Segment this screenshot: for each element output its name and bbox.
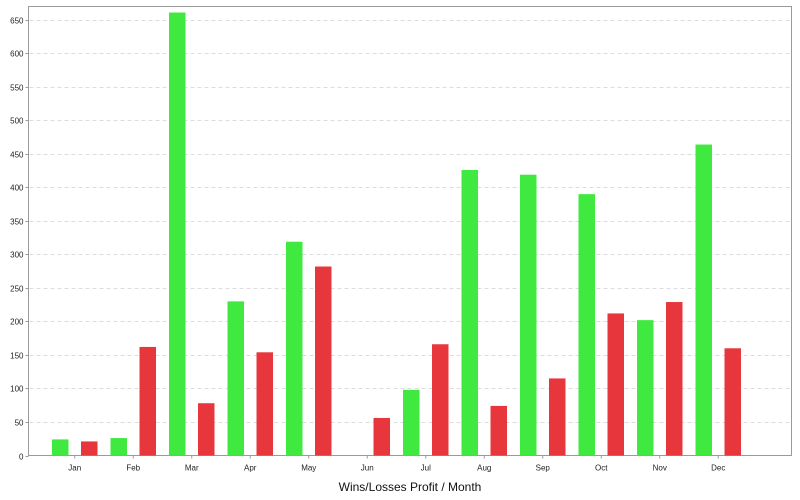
win-bar-mar (169, 12, 186, 456)
win-bar-aug (461, 170, 478, 456)
y-tick-label: 100 (10, 385, 24, 394)
loss-bar-mar (198, 403, 215, 456)
x-tick-label-may: May (301, 464, 316, 473)
y-tick-label: 400 (10, 184, 24, 193)
x-tick-label-nov: Nov (653, 464, 667, 473)
x-tick-label-jan: Jan (68, 464, 81, 473)
loss-bar-jan (81, 441, 98, 456)
x-tick-label-dec: Dec (711, 464, 725, 473)
x-axis-title: Wins/Losses Profit / Month (339, 480, 482, 494)
loss-bar-oct (607, 313, 624, 456)
y-tick-label: 600 (10, 50, 24, 59)
loss-bar-feb (139, 346, 156, 456)
x-tick-label-oct: Oct (595, 464, 608, 473)
bars (52, 12, 741, 456)
win-bar-dec (695, 144, 712, 456)
y-tick-label: 500 (10, 117, 24, 126)
win-bar-jan (52, 439, 69, 456)
loss-bar-dec (724, 348, 741, 456)
x-tick-label-jun: Jun (361, 464, 374, 473)
x-tick-label-sep: Sep (536, 464, 551, 473)
x-tick-label-apr: Apr (244, 464, 257, 473)
loss-bar-jul (432, 344, 449, 456)
loss-bar-may (315, 266, 332, 456)
win-bar-jul (403, 389, 420, 456)
win-bar-apr (227, 301, 244, 456)
y-tick-label: 650 (10, 17, 24, 26)
loss-bar-nov (666, 302, 683, 456)
y-tick-label: 250 (10, 285, 24, 294)
y-tick-label: 200 (10, 318, 24, 327)
x-tick-label-mar: Mar (185, 464, 199, 473)
win-bar-oct (578, 194, 595, 456)
win-bar-sep (520, 174, 537, 456)
loss-bar-aug (490, 405, 507, 456)
y-tick-label: 150 (10, 352, 24, 361)
y-tick-label: 550 (10, 84, 24, 93)
y-tick-label: 300 (10, 251, 24, 260)
x-tick-label-aug: Aug (477, 464, 491, 473)
y-tick-label: 450 (10, 151, 24, 160)
win-bar-feb (110, 438, 127, 456)
loss-bar-apr (256, 352, 273, 456)
gridlines (29, 20, 791, 423)
x-axis-ticks: Jan Feb Mar Apr May Jun Jul Aug Sep Oct Nov Dec (68, 455, 725, 473)
loss-bar-sep (549, 378, 566, 456)
x-tick-label-feb: Feb (126, 464, 140, 473)
y-tick-label: 0 (19, 453, 24, 462)
win-bar-nov (637, 320, 654, 456)
y-tick-label: 350 (10, 218, 24, 227)
loss-bar-jun (373, 417, 390, 456)
y-axis-ticks: 0 50 100 150 200 250 300 350 400 450 500 550 600 650 (10, 17, 29, 462)
x-tick-label-jul: Jul (421, 464, 431, 473)
win-bar-may (286, 241, 303, 456)
y-tick-label: 50 (15, 419, 24, 428)
